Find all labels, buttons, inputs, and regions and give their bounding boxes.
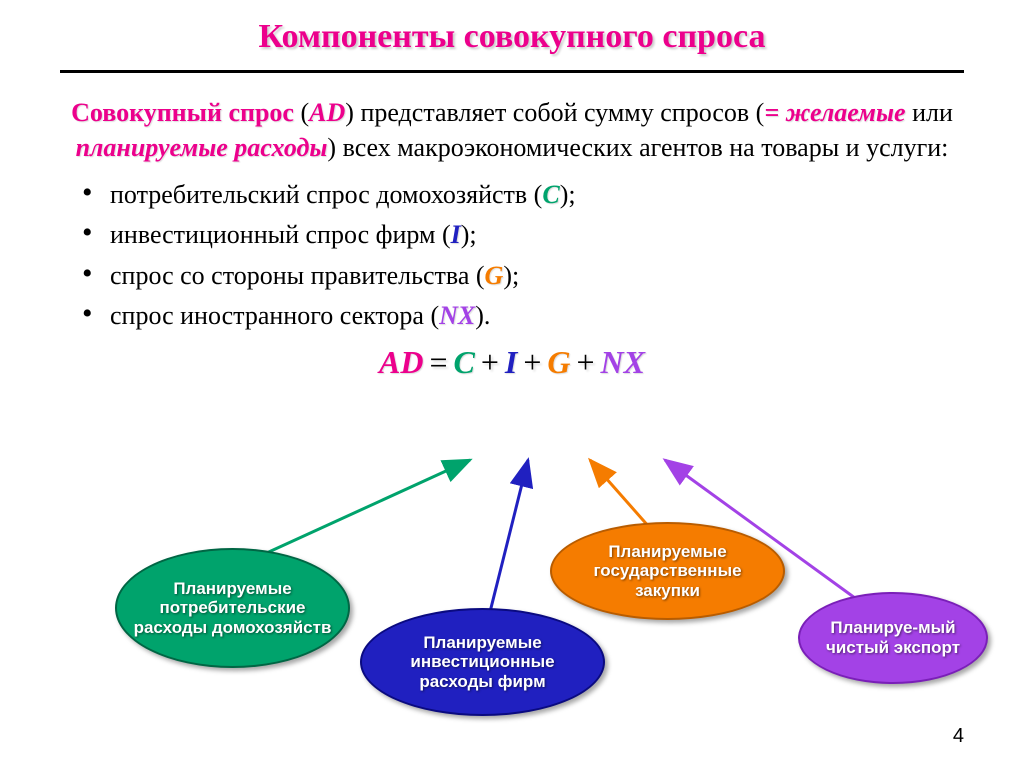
ad-formula: AD=C+I+G+NX [60, 344, 964, 381]
content-area: Совокупный спрос (AD) представляет собой… [0, 73, 1024, 381]
bullet-symbol: G [485, 261, 504, 290]
intro-paren-open: ( [294, 98, 309, 127]
bubble-g-label: Планируемые государственные закупки [568, 542, 767, 601]
intro-paren-close: ) [345, 98, 360, 127]
bubble-i: Планируемые инвестиционные расходы фирм [360, 608, 605, 716]
formula-term-i: I [505, 344, 517, 380]
formula-equals: = [429, 344, 447, 380]
intro-em-plan: планируемые расходы [76, 133, 328, 162]
bullet-item: потребительский спрос домохозяйств (C); [110, 175, 964, 215]
bullet-tail: ); [503, 261, 519, 290]
intro-part3: ) всех макроэкономических агентов на тов… [327, 133, 948, 162]
formula-term-c: C [454, 344, 475, 380]
formula-plus: + [577, 344, 595, 380]
formula-term-g: G [547, 344, 570, 380]
bullet-item: спрос иностранного сектора (NX). [110, 296, 964, 336]
formula-plus: + [523, 344, 541, 380]
bullet-text: спрос со стороны правительства ( [110, 261, 485, 290]
intro-term-ad-full: Совокупный спрос [71, 98, 294, 127]
formula-plus: + [481, 344, 499, 380]
bubble-c: Планируемые потребительские расходы домо… [115, 548, 350, 668]
page-title: Компоненты совокупного спроса [0, 18, 1024, 56]
bullet-item: спрос со стороны правительства (G); [110, 256, 964, 296]
component-bullets: потребительский спрос домохозяйств (C);и… [60, 175, 964, 336]
bullet-item: инвестиционный спрос фирм (I); [110, 215, 964, 255]
intro-sym-ad: AD [309, 98, 345, 127]
bullet-symbol: NX [439, 301, 475, 330]
bullet-text: инвестиционный спрос фирм ( [110, 220, 451, 249]
bubble-nx-label: Планируе-мый чистый экспорт [816, 618, 970, 657]
intro-em-eq: = желаемые [764, 98, 905, 127]
intro-text: Совокупный спрос (AD) представляет собой… [60, 95, 964, 165]
bubble-c-label: Планируемые потребительские расходы домо… [133, 579, 332, 638]
bullet-tail: ); [461, 220, 477, 249]
bullet-symbol: C [542, 180, 559, 209]
slide-header: Компоненты совокупного спроса [0, 0, 1024, 56]
intro-part2: представляет собой сумму спросов ( [360, 98, 764, 127]
bubble-diagram: Планируемые потребительские расходы домо… [0, 460, 1024, 720]
bubble-i-label: Планируемые инвестиционные расходы фирм [378, 633, 587, 692]
formula-term-ad: AD [379, 344, 423, 380]
intro-or: или [906, 98, 953, 127]
formula-term-nx: NX [601, 344, 645, 380]
bullet-symbol: I [451, 220, 461, 249]
bullet-tail: ). [475, 301, 490, 330]
page-number: 4 [953, 725, 964, 748]
bullet-text: потребительский спрос домохозяйств ( [110, 180, 542, 209]
bullet-text: спрос иностранного сектора ( [110, 301, 439, 330]
bubble-g: Планируемые государственные закупки [550, 522, 785, 620]
bullet-tail: ); [560, 180, 576, 209]
bubble-nx: Планируе-мый чистый экспорт [798, 592, 988, 684]
